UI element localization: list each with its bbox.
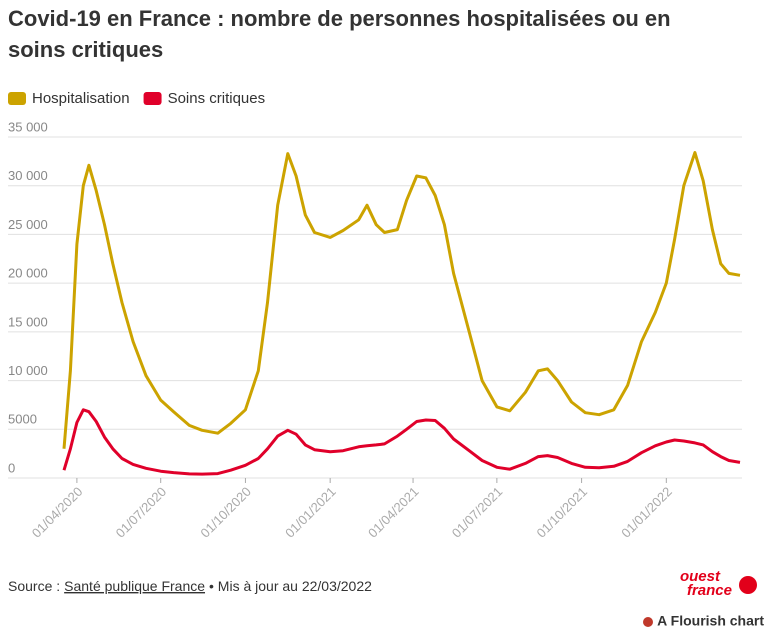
y-tick-label: 5000 bbox=[8, 412, 37, 427]
y-tick-label: 10 000 bbox=[8, 363, 48, 378]
source: Source : Santé publique France • Mis à jou… bbox=[8, 578, 372, 594]
source-link[interactable]: Santé publique France bbox=[64, 578, 205, 594]
credit-icon bbox=[643, 617, 653, 627]
x-tick-label: 01/10/2021 bbox=[534, 484, 591, 541]
y-tick-label: 0 bbox=[8, 460, 15, 475]
credit[interactable]: A Flourish chart bbox=[657, 613, 764, 629]
series-line bbox=[62, 408, 741, 476]
x-tick-label: 01/04/2021 bbox=[365, 484, 422, 541]
source-prefix: Source : bbox=[8, 578, 60, 594]
x-tick-label: 01/10/2020 bbox=[197, 484, 254, 541]
y-tick-label: 30 000 bbox=[8, 168, 48, 183]
x-tick-label: 01/01/2021 bbox=[282, 484, 339, 541]
legend-swatch bbox=[143, 92, 162, 105]
x-tick-label: 01/01/2022 bbox=[618, 484, 675, 541]
y-tick-label: 25 000 bbox=[8, 217, 48, 232]
x-tick-label: 01/07/2020 bbox=[113, 484, 170, 541]
title-line: soins critiques bbox=[8, 37, 163, 62]
legend-swatch bbox=[8, 92, 26, 105]
chart-title: Covid-19 en France : nombre de personnes… bbox=[8, 6, 671, 62]
logo: france bbox=[687, 582, 732, 599]
legend-label: Hospitalisation bbox=[32, 90, 130, 107]
source-suffix: • Mis à jour au 22/03/2022 bbox=[209, 578, 372, 594]
x-tick-label: 01/07/2021 bbox=[449, 484, 506, 541]
x-tick-label: 01/04/2020 bbox=[29, 484, 86, 541]
logo: ouest bbox=[680, 568, 721, 585]
y-tick-label: 20 000 bbox=[8, 266, 48, 281]
y-tick-label: 35 000 bbox=[8, 119, 48, 134]
legend-label: Soins critiques bbox=[168, 90, 266, 107]
logo-mark bbox=[739, 576, 757, 594]
title-line: Covid-19 en France : nombre de personnes… bbox=[8, 6, 671, 31]
series-line bbox=[62, 151, 741, 449]
y-tick-label: 15 000 bbox=[8, 314, 48, 329]
